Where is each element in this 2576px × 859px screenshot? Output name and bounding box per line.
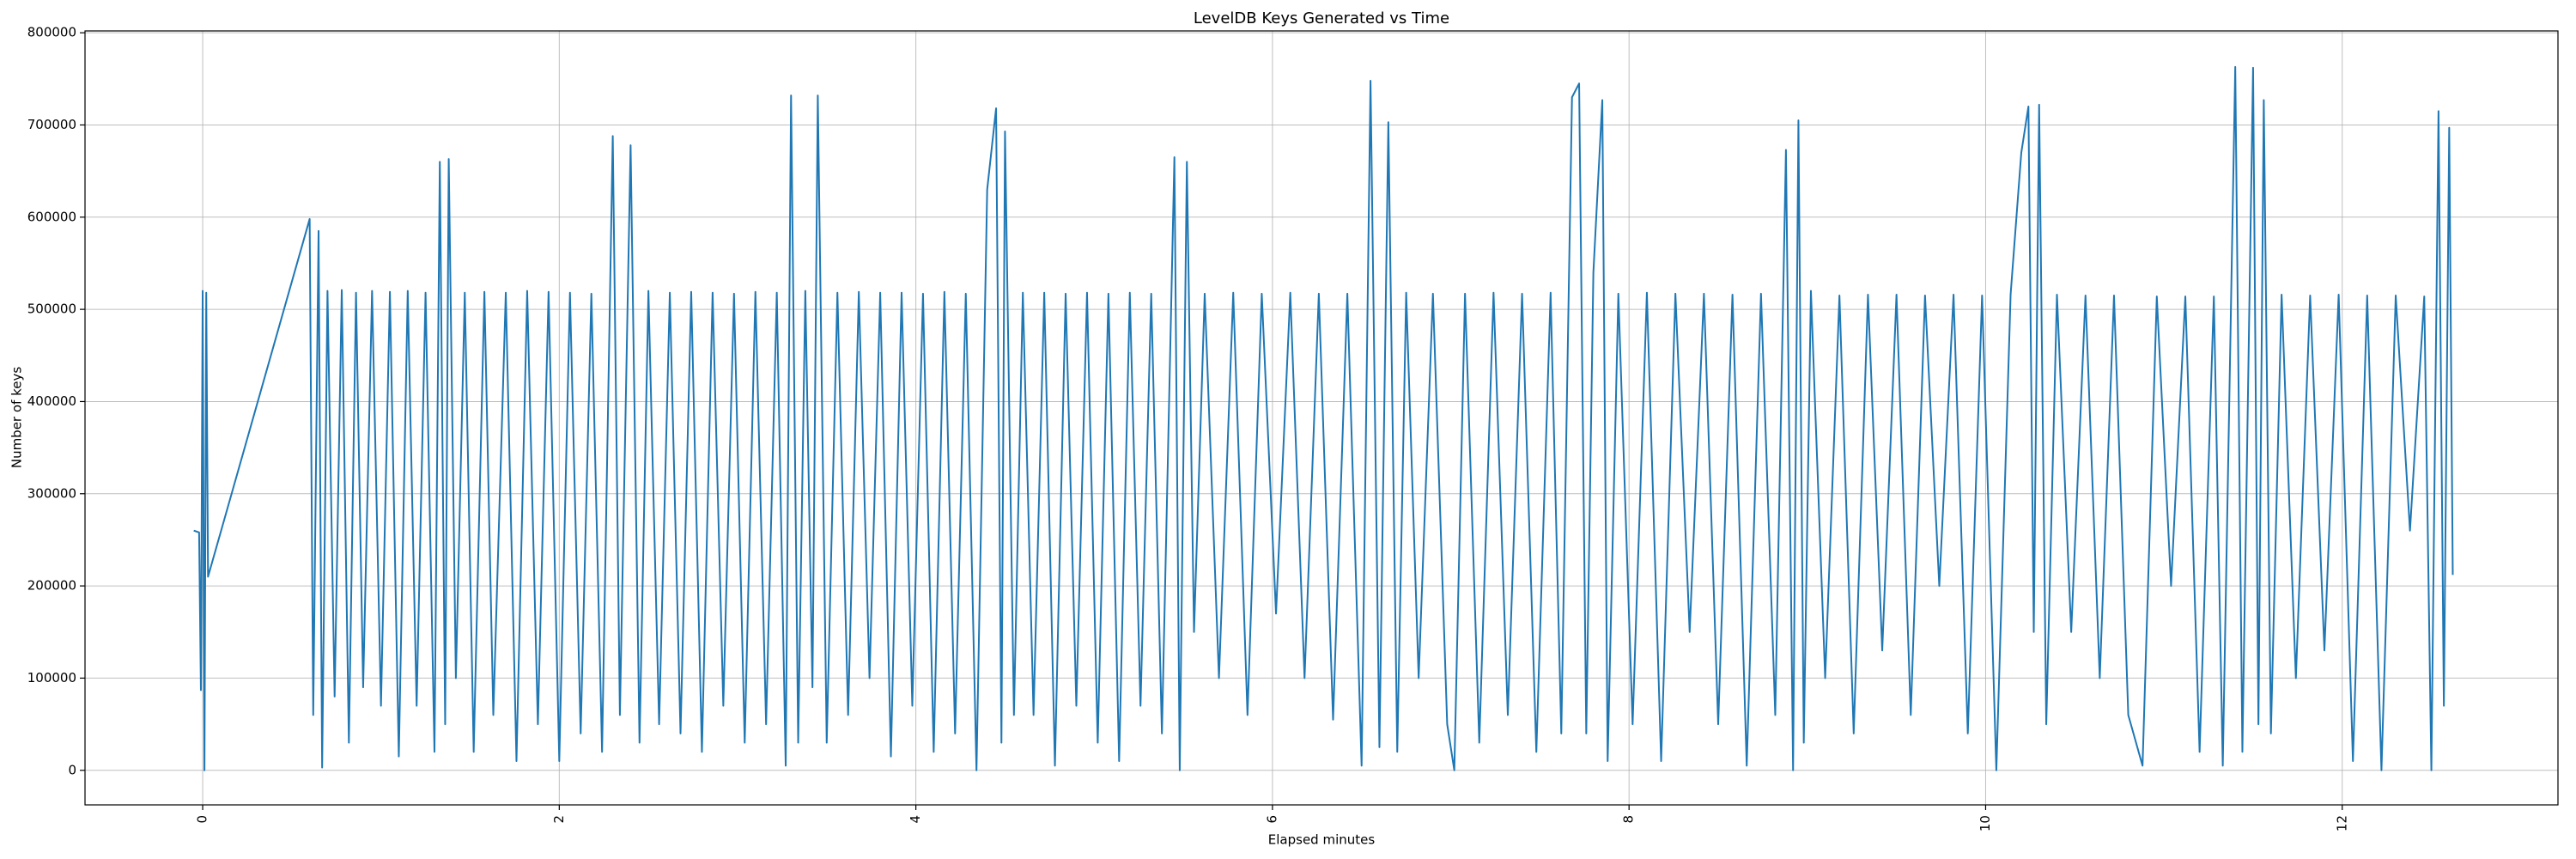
chart-title: LevelDB Keys Generated vs Time bbox=[1194, 9, 1449, 27]
x-tick-label: 12 bbox=[2334, 815, 2349, 832]
y-tick-label: 0 bbox=[68, 762, 76, 777]
y-tick-label: 200000 bbox=[27, 578, 76, 594]
y-tick-label: 700000 bbox=[27, 117, 76, 132]
y-tick-label: 500000 bbox=[27, 302, 76, 317]
y-tick-label: 800000 bbox=[27, 25, 76, 40]
y-tick-label: 300000 bbox=[27, 485, 76, 501]
x-tick-label: 6 bbox=[1264, 815, 1279, 824]
y-tick-label: 600000 bbox=[27, 209, 76, 224]
data-line bbox=[193, 65, 2454, 771]
y-axis-label: Number of keys bbox=[9, 367, 25, 469]
x-axis-label: Elapsed minutes bbox=[1268, 832, 1376, 848]
y-tick-label: 100000 bbox=[27, 670, 76, 685]
x-tick-label: 4 bbox=[908, 815, 923, 824]
x-tick-label: 8 bbox=[1621, 815, 1637, 824]
y-tick-label: 400000 bbox=[27, 393, 76, 409]
plot-frame bbox=[84, 30, 2559, 806]
x-tick-label: 10 bbox=[1978, 815, 1993, 832]
x-tick-label: 2 bbox=[551, 815, 567, 824]
x-tick-label: 0 bbox=[195, 815, 210, 824]
